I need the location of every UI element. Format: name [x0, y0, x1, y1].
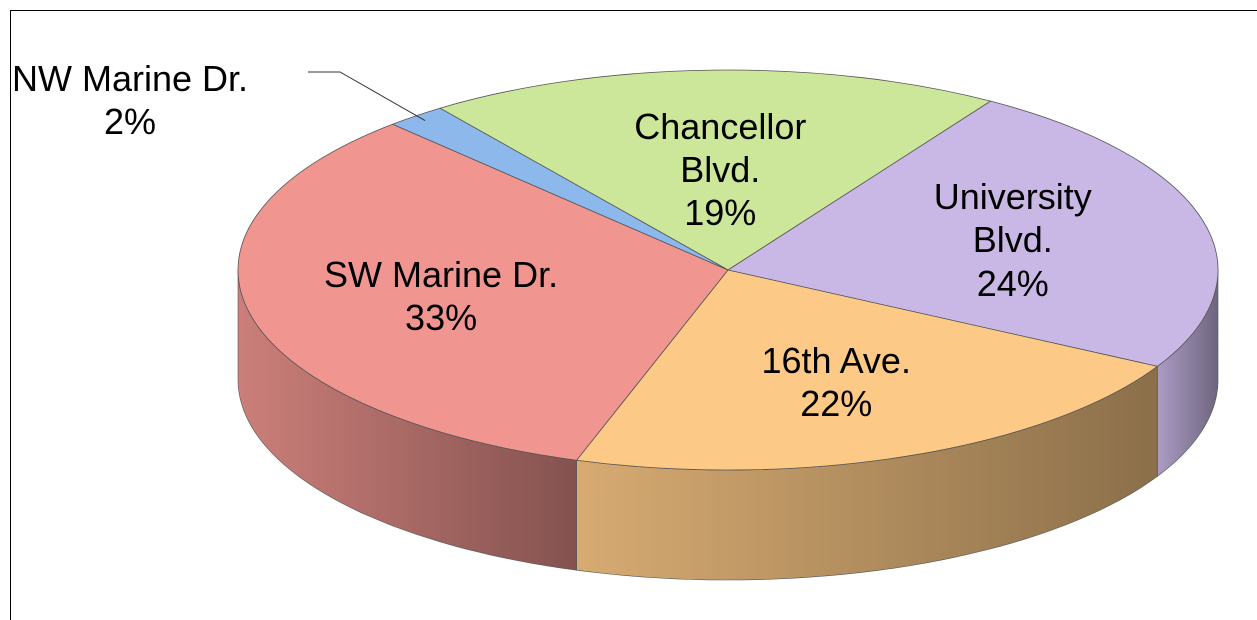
category: SW Marine Dr.	[324, 253, 559, 295]
slice	[237, 123, 729, 461]
category: University Blvd.	[933, 176, 1092, 261]
category: Chancellor Blvd.	[634, 106, 807, 191]
value-label: 19%	[684, 192, 757, 234]
data-label: 16th Ave. 22%	[736, 338, 936, 424]
category: 16th Ave.	[761, 339, 911, 381]
data-label: NW Marine Dr. 2%	[0, 57, 290, 143]
value-label: 2%	[103, 101, 157, 142]
leader-line	[308, 71, 426, 121]
value-label: 33%	[405, 297, 478, 339]
category: NW Marine Dr.	[11, 57, 249, 99]
value-label: 22%	[800, 382, 873, 424]
slice	[726, 100, 1219, 367]
slice	[575, 269, 1159, 471]
data-label: SW Marine Dr. 33%	[281, 253, 601, 339]
slice	[391, 107, 729, 271]
frame	[10, 10, 1257, 620]
data-label: University Blvd. 24%	[913, 175, 1113, 305]
value-label: 24%	[976, 262, 1049, 304]
data-label: Chancellor Blvd. 19%	[620, 105, 820, 235]
slice	[438, 69, 992, 271]
